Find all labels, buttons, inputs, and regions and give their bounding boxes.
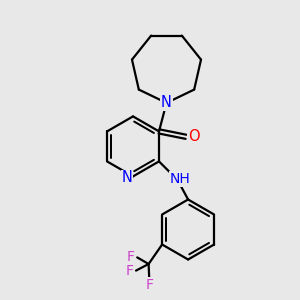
Text: F: F	[125, 264, 134, 278]
Text: N: N	[161, 95, 172, 110]
Text: F: F	[146, 278, 154, 292]
Text: N: N	[122, 170, 133, 185]
Text: NH: NH	[169, 172, 190, 186]
Text: F: F	[127, 250, 135, 264]
Text: O: O	[188, 129, 199, 144]
